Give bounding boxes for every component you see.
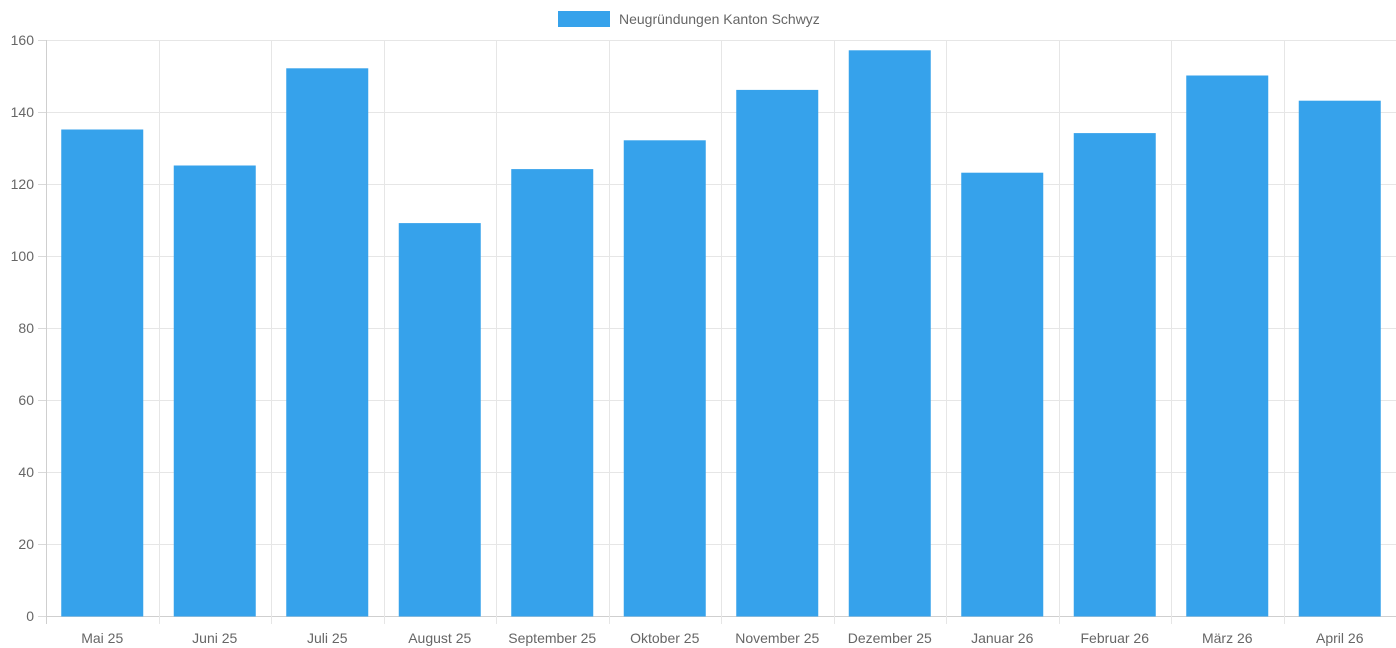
- bar[interactable]: [286, 68, 369, 617]
- legend-label[interactable]: Neugründungen Kanton Schwyz: [619, 11, 820, 27]
- legend-swatch[interactable]: [558, 11, 610, 27]
- bar[interactable]: [623, 140, 706, 617]
- bar[interactable]: [61, 129, 144, 617]
- x-tick-label: November 25: [735, 630, 819, 646]
- bars: [61, 50, 1381, 617]
- y-tick-label: 20: [18, 536, 34, 552]
- bar[interactable]: [1073, 133, 1156, 617]
- bar[interactable]: [1298, 100, 1381, 617]
- x-tick-label: Januar 26: [971, 630, 1033, 646]
- x-tick-label: August 25: [408, 630, 471, 646]
- x-tick-label: Juli 25: [307, 630, 348, 646]
- x-tick-label: Oktober 25: [630, 630, 699, 646]
- bar[interactable]: [848, 50, 931, 617]
- x-tick-label: April 26: [1316, 630, 1364, 646]
- x-tick-label: Mai 25: [81, 630, 123, 646]
- x-tick-label: Februar 26: [1081, 630, 1150, 646]
- x-tick-label: September 25: [508, 630, 596, 646]
- x-tick-label: Juni 25: [192, 630, 237, 646]
- y-tick-label: 0: [26, 608, 34, 624]
- bar[interactable]: [173, 165, 256, 617]
- y-tick-label: 60: [18, 392, 34, 408]
- y-tick-label: 120: [11, 176, 35, 192]
- legend[interactable]: Neugründungen Kanton Schwyz: [558, 11, 820, 27]
- bar[interactable]: [511, 169, 594, 617]
- y-tick-label: 100: [11, 248, 35, 264]
- bar[interactable]: [961, 172, 1044, 617]
- y-tick-label: 140: [11, 104, 35, 120]
- bar[interactable]: [736, 89, 819, 617]
- y-tick-label: 40: [18, 464, 34, 480]
- bar[interactable]: [398, 223, 481, 617]
- bar[interactable]: [1186, 75, 1269, 617]
- y-tick-label: 80: [18, 320, 34, 336]
- x-tick-label: März 26: [1202, 630, 1253, 646]
- y-tick-label: 160: [11, 32, 35, 48]
- grid: [46, 40, 1396, 624]
- x-tick-label: Dezember 25: [848, 630, 932, 646]
- axes: 0 20 40 60 80 100 120 140 160 Mai 25 Juni 25 Juli 2…: [11, 32, 1364, 646]
